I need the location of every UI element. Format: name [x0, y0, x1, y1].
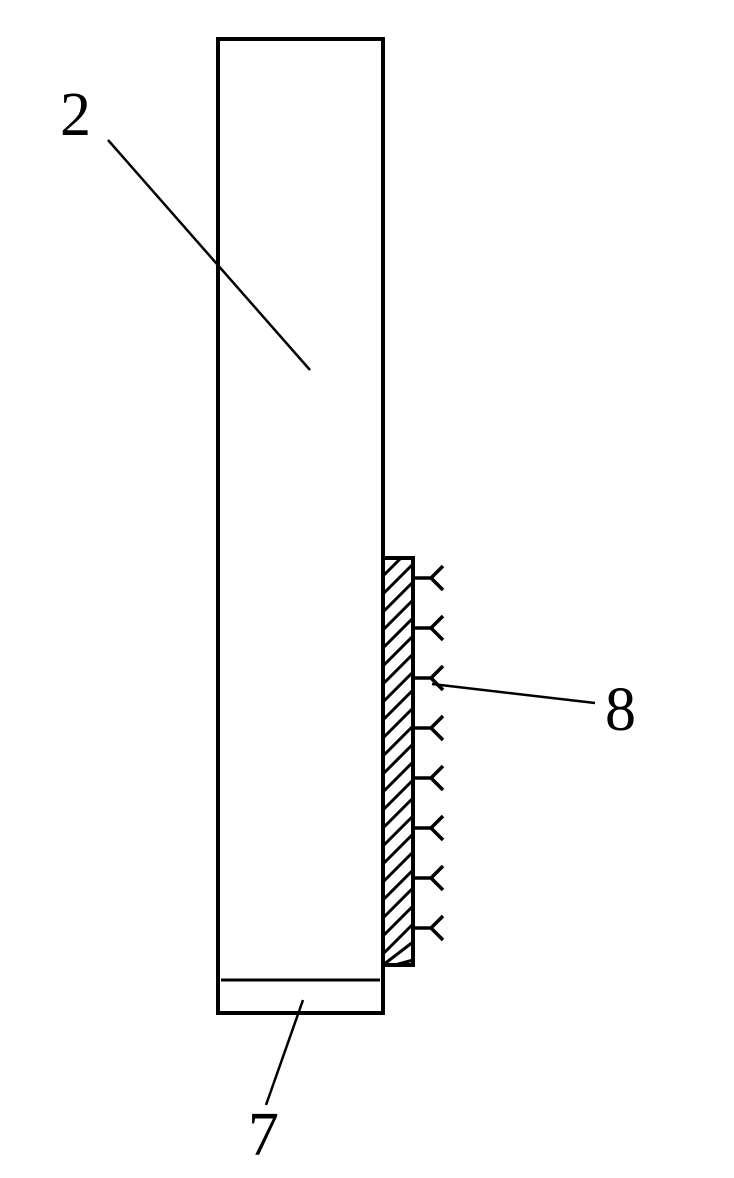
technical-diagram: 2 8 7	[0, 0, 734, 1173]
y-marker	[413, 866, 443, 890]
y-marker	[413, 716, 443, 740]
leader-line-7	[266, 1000, 303, 1105]
leader-line-8	[432, 684, 595, 703]
hatching-lines	[383, 558, 413, 965]
y-marker	[413, 616, 443, 640]
y-marker	[413, 916, 443, 940]
y-marker	[413, 816, 443, 840]
label-2: 2	[60, 80, 91, 151]
label-8: 8	[605, 675, 636, 746]
y-marker	[413, 566, 443, 590]
label-7: 7	[248, 1100, 279, 1171]
y-marker	[413, 666, 443, 690]
y-marker	[413, 766, 443, 790]
leader-line-2	[108, 140, 310, 370]
y-markers-part-8	[413, 566, 443, 940]
main-rectangle-part-2	[218, 39, 383, 1013]
diagram-svg	[0, 0, 734, 1173]
